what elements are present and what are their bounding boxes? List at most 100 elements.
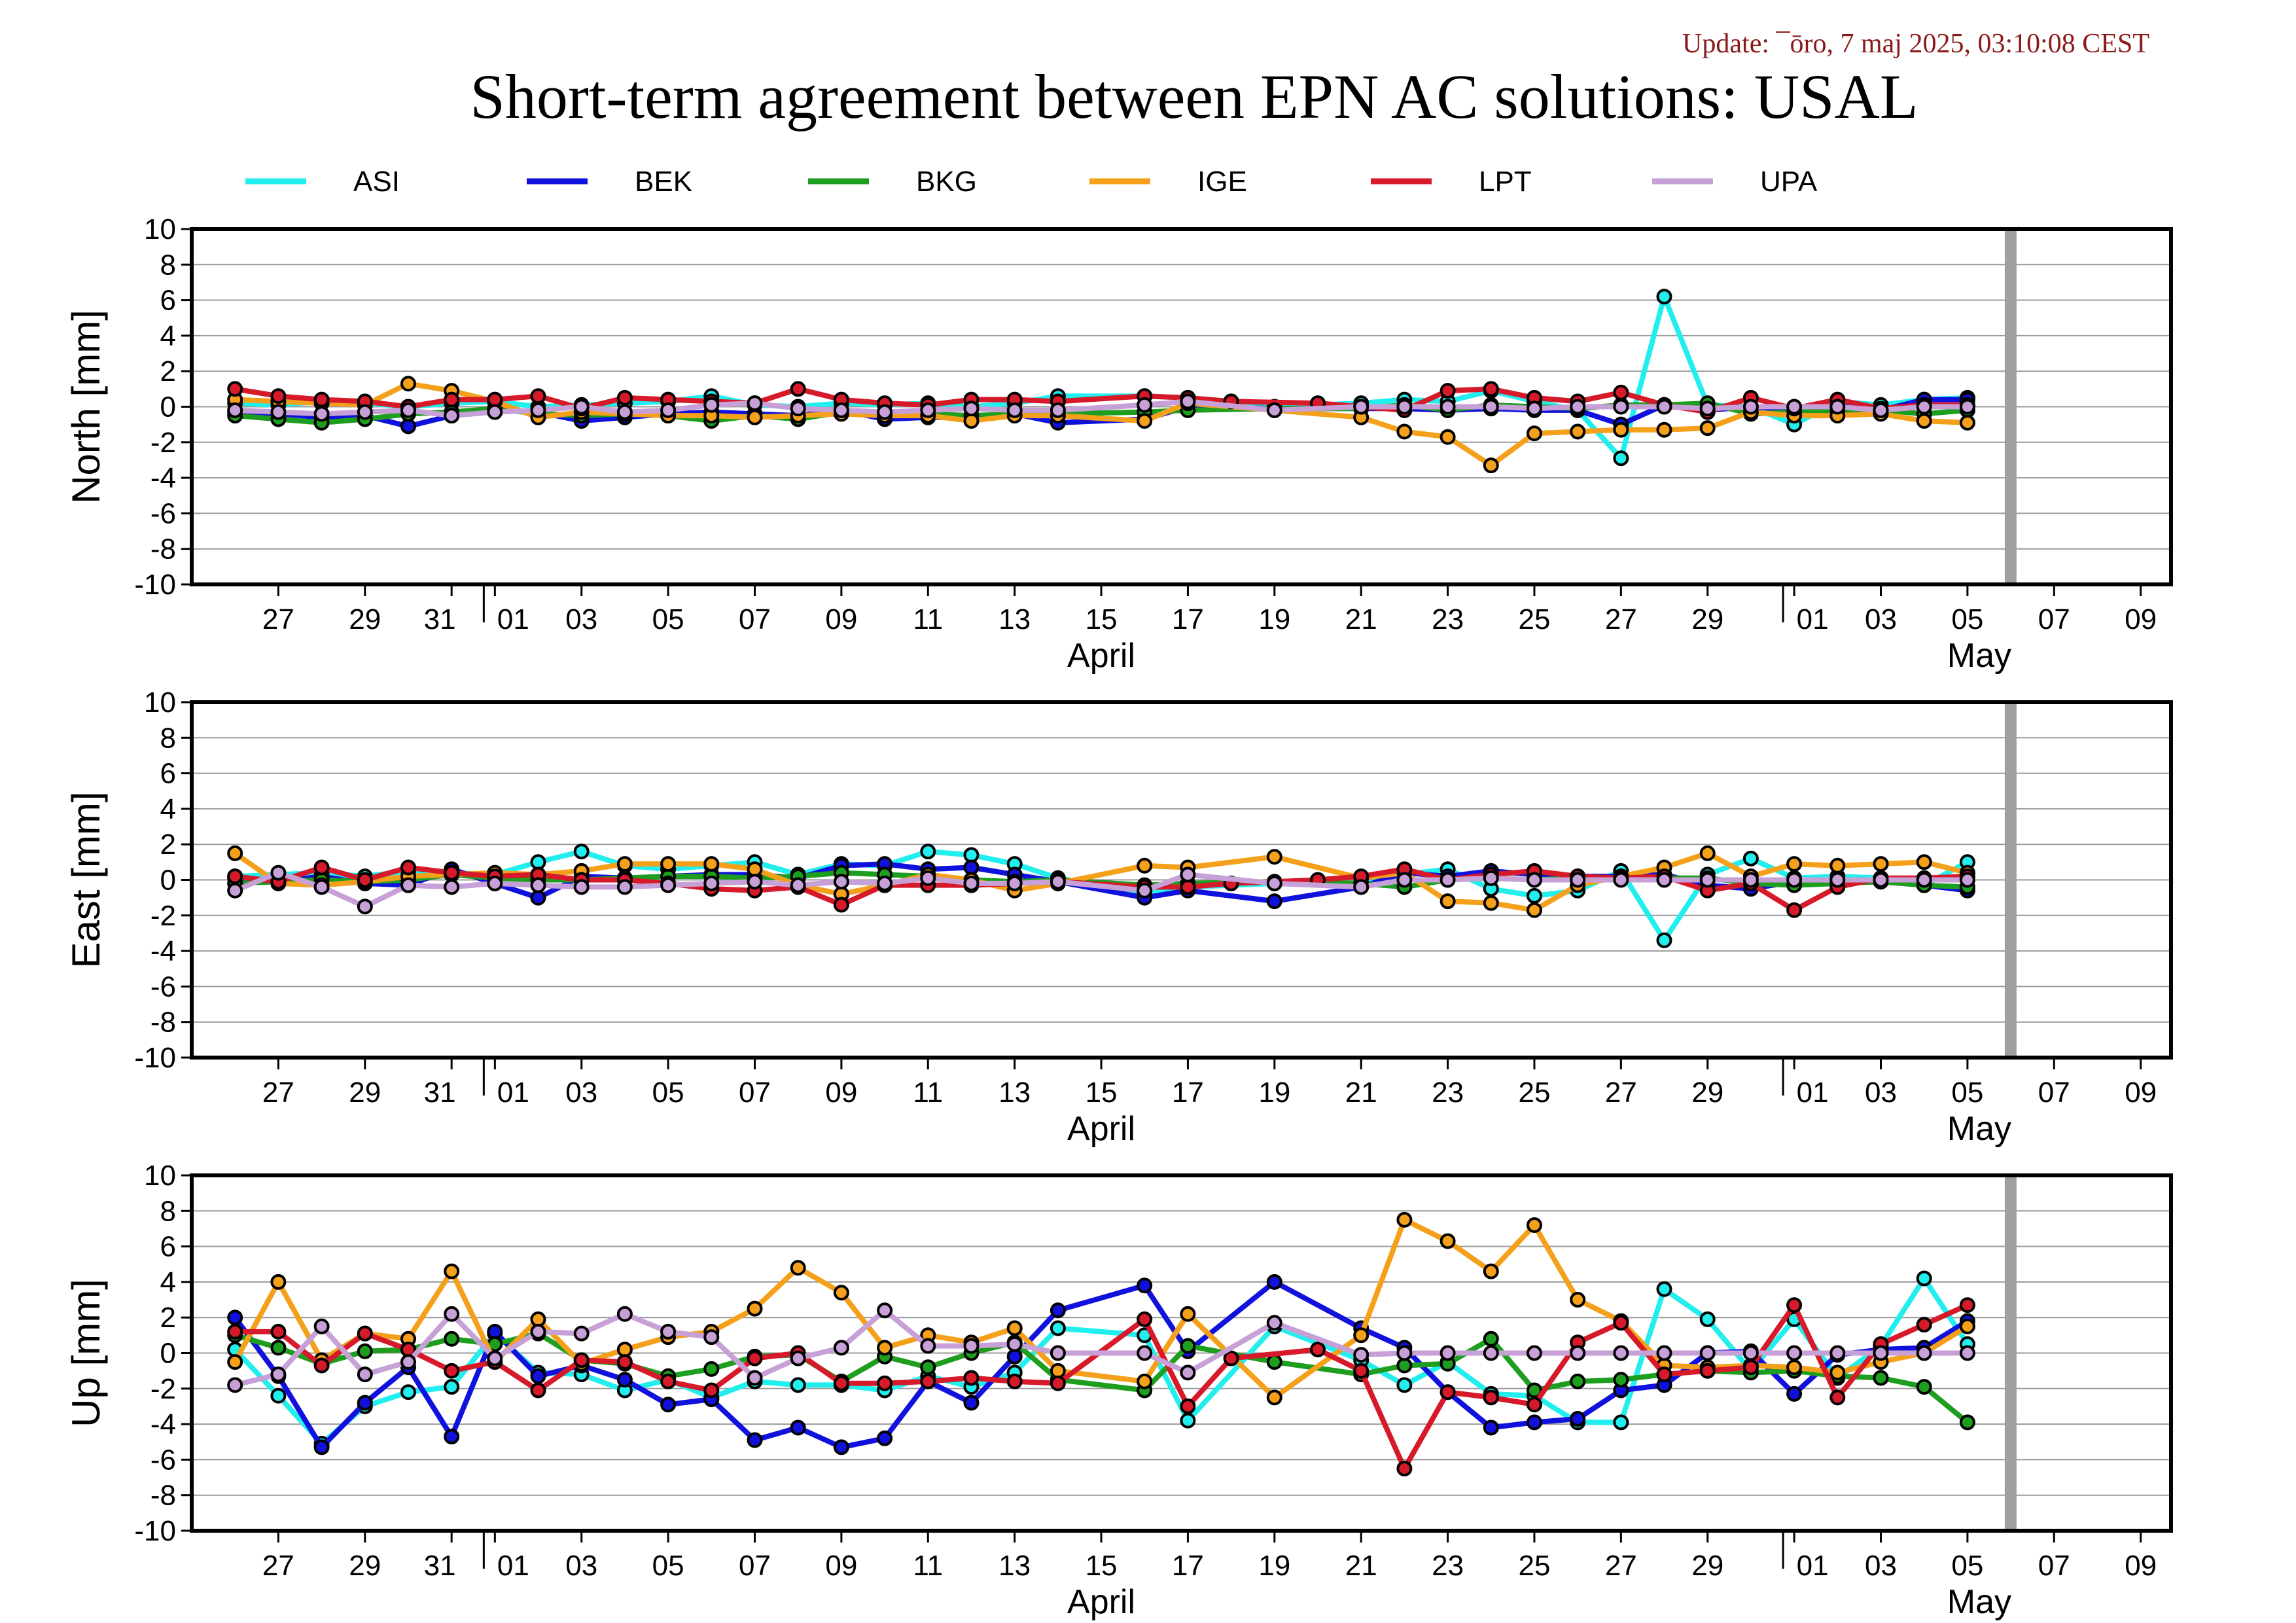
y-tick-label: 10	[144, 1160, 176, 1192]
x-tick-label: 03	[1865, 603, 1897, 635]
y-tick-label: -2	[150, 427, 176, 459]
series-group	[227, 844, 1975, 948]
data-point-upa	[1137, 882, 1153, 899]
panel-1: 10 8 642 0 -2-4-6 -8 -10 27 29 31 01 03 05 07 09 11 13 15…	[64, 213, 2173, 675]
x-tick-label: 11	[913, 1550, 943, 1582]
data-point-lpt	[444, 1363, 460, 1379]
data-point-upa	[877, 404, 893, 420]
data-point-upa	[400, 877, 416, 893]
y-tick-label: 6	[160, 285, 176, 317]
data-point-ige	[1483, 1263, 1499, 1279]
data-point-upa	[1873, 402, 1889, 418]
data-point-upa	[660, 402, 677, 418]
data-point-upa	[227, 1377, 243, 1393]
x-tick-label: 07	[2038, 603, 2070, 635]
x-tick-label: 29	[349, 1550, 381, 1582]
data-point-upa	[790, 1350, 806, 1366]
data-point-upa	[444, 879, 460, 895]
y-tick-label: 8	[160, 722, 176, 754]
data-point-upa	[1439, 399, 1456, 415]
legend-label-asi: ASI	[353, 166, 400, 198]
data-point-upa	[444, 408, 460, 424]
data-point-ige	[227, 845, 243, 861]
data-point-upa	[1570, 399, 1586, 415]
data-point-upa	[616, 879, 633, 895]
month-label-april: April	[1067, 1110, 1135, 1148]
y-tick-label: 4	[160, 1266, 176, 1298]
data-point-lpt	[1656, 1366, 1672, 1383]
data-point-bek	[357, 1395, 373, 1411]
data-point-asi	[1396, 1377, 1413, 1393]
chart-title: Short-term agreement between EPN AC solu…	[470, 62, 1918, 132]
data-point-upa	[573, 879, 590, 895]
data-point-upa	[1266, 402, 1282, 418]
x-tick-label: 03	[1865, 1077, 1897, 1109]
x-tick-label: 19	[1258, 1077, 1290, 1109]
data-point-upa	[1396, 1345, 1413, 1361]
x-tick-label: 27	[262, 1077, 294, 1109]
data-point-upa	[1742, 872, 1759, 888]
data-point-ige	[1137, 857, 1153, 874]
x-tick-label: 19	[1258, 1550, 1290, 1582]
data-point-asi	[530, 854, 546, 870]
data-point-ige	[1916, 413, 1932, 429]
y-tick-label: 10	[144, 213, 176, 245]
data-point-upa	[1742, 399, 1759, 415]
data-point-upa	[1353, 1347, 1369, 1363]
x-tick-label: 05	[652, 603, 684, 635]
month-label-may: May	[1947, 637, 2011, 675]
data-point-upa	[1396, 872, 1413, 888]
x-tick-label: 09	[825, 1077, 857, 1109]
x-tick-label: 01	[497, 603, 529, 635]
x-tick-label: 09	[2125, 1550, 2157, 1582]
data-point-lpt	[227, 1323, 243, 1340]
data-point-upa	[1613, 399, 1629, 415]
data-point-upa	[1570, 1345, 1586, 1361]
data-point-upa	[1137, 1345, 1153, 1361]
data-point-asi	[1180, 1412, 1196, 1429]
data-point-lpt	[444, 391, 460, 408]
data-point-asi	[1742, 850, 1759, 866]
data-point-upa	[920, 1338, 936, 1354]
data-point-asi	[1656, 932, 1672, 948]
data-point-lpt	[444, 865, 460, 881]
data-point-upa	[877, 875, 893, 891]
x-tick-label: 17	[1172, 1077, 1204, 1109]
data-point-bek	[1266, 1274, 1282, 1290]
data-point-ige	[747, 409, 763, 425]
data-point-ige	[227, 1354, 243, 1370]
data-point-ige	[1699, 420, 1716, 437]
data-point-upa	[227, 882, 243, 899]
data-point-bkg	[444, 1330, 460, 1347]
data-point-lpt	[1959, 1297, 1975, 1313]
data-point-lpt	[833, 897, 849, 913]
x-tick-label: 27	[1605, 1550, 1637, 1582]
data-point-bek	[1527, 1414, 1542, 1431]
y-tick-label: 0	[160, 865, 176, 897]
data-point-lpt	[400, 859, 416, 876]
data-point-ige	[400, 376, 416, 392]
data-point-upa	[920, 870, 936, 886]
data-point-ige	[1527, 902, 1542, 918]
data-point-ige	[1613, 421, 1629, 438]
data-point-upa	[1656, 872, 1672, 888]
data-point-lpt	[1353, 1363, 1369, 1379]
data-point-upa	[357, 1366, 373, 1383]
data-point-upa	[660, 1323, 677, 1340]
data-point-upa	[1180, 393, 1196, 410]
legend-label-ige: IGE	[1197, 166, 1247, 198]
data-point-lpt	[530, 1382, 546, 1399]
data-point-lpt	[313, 859, 330, 876]
data-point-upa	[1786, 872, 1803, 888]
data-point-upa	[1829, 399, 1846, 415]
x-tick-label: 01	[497, 1550, 529, 1582]
x-tick-label: 25	[1518, 1550, 1550, 1582]
data-point-upa	[1959, 1345, 1975, 1361]
data-point-upa	[1916, 872, 1932, 888]
data-point-lpt	[357, 872, 373, 888]
data-point-upa	[270, 1366, 287, 1383]
data-point-ige	[1439, 429, 1456, 445]
data-point-ige	[1829, 857, 1846, 874]
data-point-bek	[313, 1439, 330, 1455]
x-tick-label: 01	[1797, 1550, 1829, 1582]
